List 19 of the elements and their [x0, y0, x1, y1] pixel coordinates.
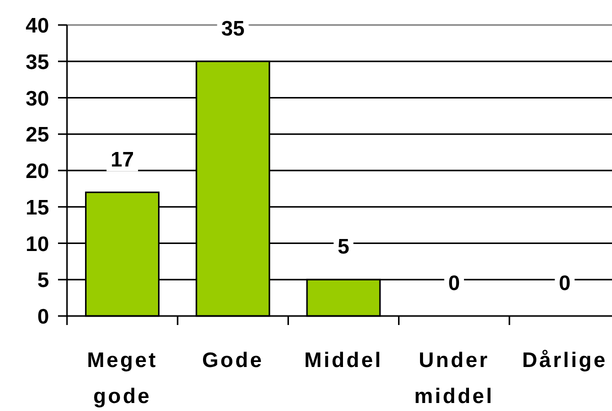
y-tick-label: 40 [26, 14, 49, 38]
x-tick-label: Dårlige [522, 349, 608, 372]
y-tick-label: 25 [26, 124, 50, 147]
y-tick-label: 10 [26, 232, 49, 256]
data-label: 0 [448, 272, 460, 295]
data-label: 35 [221, 17, 245, 40]
y-tick-label: 15 [26, 196, 50, 220]
y-tick-label: 20 [26, 160, 49, 184]
data-label: 0 [558, 272, 571, 295]
y-tick-label: 30 [26, 87, 49, 110]
data-label: 17 [110, 148, 134, 172]
y-tick-label: 35 [26, 50, 50, 74]
x-tick-label: Gode [202, 349, 264, 372]
x-tick-label: Middel [304, 349, 383, 372]
x-tick-label: Meget gode [86, 349, 158, 408]
y-tick-label: 5 [37, 269, 50, 292]
y-tick-label: 0 [37, 306, 49, 329]
data-label: 5 [338, 236, 350, 259]
x-tick-label: Under middel [414, 349, 494, 408]
